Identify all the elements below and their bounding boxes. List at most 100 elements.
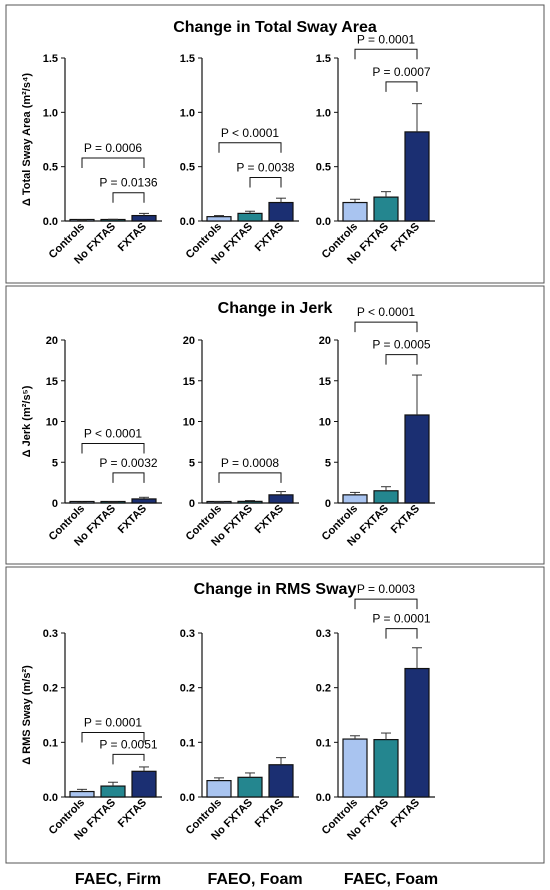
y-tick-label: 0 <box>52 498 58 510</box>
x-tick-label: FXTAS <box>389 221 422 254</box>
y-tick-label: 0.2 <box>43 683 58 695</box>
y-tick-label: 20 <box>46 335 58 347</box>
bar <box>404 131 430 222</box>
y-tick-label: 10 <box>319 417 331 429</box>
y-tick-label: 5 <box>52 457 58 469</box>
y-tick-label: 0.3 <box>316 628 331 640</box>
x-tick-label: FXTAS <box>116 797 149 830</box>
y-tick-label: 0.3 <box>180 628 195 640</box>
significance-bracket <box>354 48 418 60</box>
bar <box>131 498 157 504</box>
significance-bracket <box>81 157 145 168</box>
y-tick-label: 20 <box>183 335 195 347</box>
p-value-label: P = 0.0001 <box>372 612 430 626</box>
y-tick-label: 0.0 <box>180 792 195 804</box>
bar <box>268 201 294 222</box>
y-tick-label: 15 <box>183 376 195 388</box>
bar <box>268 764 294 798</box>
y-tick-label: 10 <box>46 417 58 429</box>
significance-bracket <box>112 753 145 765</box>
significance-bracket <box>249 177 282 188</box>
bar <box>373 738 399 798</box>
condition-label: FAEO, Foam <box>207 871 302 888</box>
x-tick-label: FXTAS <box>389 503 422 536</box>
bar <box>100 785 126 798</box>
bar <box>237 212 263 222</box>
condition-label: FAEC, Firm <box>75 871 161 888</box>
significance-bracket <box>81 731 145 743</box>
significance-bracket <box>218 142 282 153</box>
bar <box>342 738 368 798</box>
y-tick-label: 0.0 <box>180 216 195 228</box>
y-tick-label: 1.5 <box>180 53 195 65</box>
panel-title: Change in RMS Sway <box>194 581 357 598</box>
y-tick-label: 1.0 <box>180 107 195 119</box>
y-tick-label: 0 <box>189 498 195 510</box>
p-value-label: P = 0.0136 <box>99 176 157 190</box>
bar <box>373 490 399 504</box>
y-tick-label: 0.1 <box>43 737 58 749</box>
x-tick-label: FXTAS <box>253 221 286 254</box>
x-tick-label: FXTAS <box>389 797 422 830</box>
bar <box>131 770 157 798</box>
bar <box>206 779 232 798</box>
significance-bracket <box>385 628 418 639</box>
bar <box>404 414 430 504</box>
p-value-label: P = 0.0001 <box>357 32 415 46</box>
y-tick-label: 10 <box>183 417 195 429</box>
significance-bracket <box>354 321 418 333</box>
significance-bracket <box>218 472 282 483</box>
p-value-label: P < 0.0001 <box>221 126 279 140</box>
x-tick-label: FXTAS <box>116 503 149 536</box>
p-value-label: P = 0.0032 <box>99 456 157 470</box>
significance-bracket <box>112 472 145 483</box>
p-value-label: P = 0.0006 <box>84 141 142 155</box>
y-tick-label: 0.2 <box>180 683 195 695</box>
p-value-label: P = 0.0008 <box>221 456 279 470</box>
p-value-label: P = 0.0051 <box>99 737 157 751</box>
y-axis-label: Δ Total Sway Area (m²/s⁴) <box>21 73 33 206</box>
y-tick-label: 0.5 <box>43 162 58 174</box>
bar <box>237 500 263 504</box>
y-tick-label: 1.0 <box>316 107 331 119</box>
y-tick-label: 0.5 <box>316 162 331 174</box>
condition-label: FAEC, Foam <box>344 871 438 888</box>
significance-bracket <box>385 81 418 92</box>
bar <box>131 214 157 222</box>
bar <box>342 201 368 222</box>
significance-bracket <box>112 192 145 203</box>
panel-border <box>5 285 545 565</box>
y-tick-label: 5 <box>189 457 195 469</box>
panel-border <box>5 566 545 864</box>
y-tick-label: 1.5 <box>43 53 58 65</box>
significance-bracket <box>354 598 418 610</box>
y-tick-label: 15 <box>46 376 58 388</box>
y-tick-label: 0.0 <box>43 216 58 228</box>
y-tick-label: 0.2 <box>316 683 331 695</box>
panel-1: Change in Total Sway Area Δ Total Sway Ar… <box>5 4 545 284</box>
bar <box>237 776 263 798</box>
y-tick-label: 0.1 <box>180 737 195 749</box>
y-tick-label: 1.5 <box>316 53 331 65</box>
bar <box>69 790 95 798</box>
panel-title: Change in Total Sway Area <box>173 19 377 36</box>
y-tick-label: 0.3 <box>43 628 58 640</box>
y-tick-label: 20 <box>319 335 331 347</box>
p-value-label: P = 0.0007 <box>372 65 430 79</box>
y-tick-label: 0.0 <box>316 216 331 228</box>
x-tick-label: FXTAS <box>116 221 149 254</box>
p-value-label: P = 0.0005 <box>372 338 430 352</box>
y-axis-label: Δ RMS Sway (m/s²) <box>21 665 33 765</box>
y-tick-label: 1.0 <box>43 107 58 119</box>
significance-bracket <box>385 354 418 365</box>
p-value-label: P = 0.0003 <box>357 582 415 596</box>
